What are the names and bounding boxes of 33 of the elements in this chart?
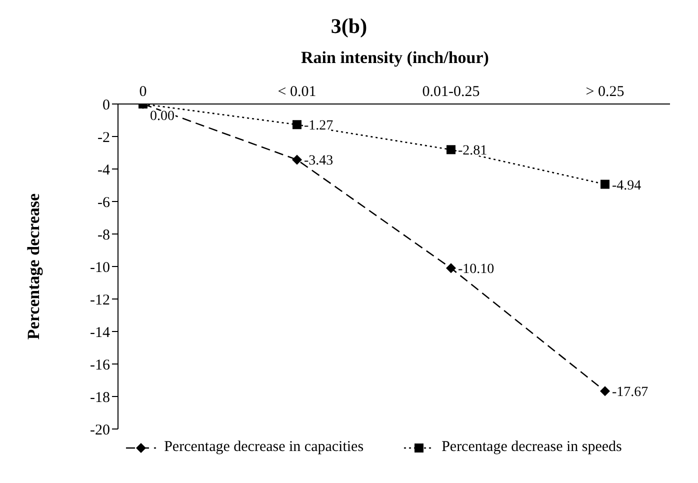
legend-label: Percentage decrease in capacities [163, 439, 364, 456]
legend-label: Percentage decrease in speeds [440, 439, 622, 456]
y-tick-label: -16 [90, 357, 110, 374]
x-tick-label: 0.01-0.25 [422, 84, 480, 100]
point [446, 145, 456, 154]
y-tick-label: -14 [90, 324, 110, 341]
data-label: -2.81 [458, 144, 488, 159]
x-tick-label: 0 [139, 84, 147, 100]
y-tick-label: 0 [102, 97, 110, 114]
y-tick-label: -20 [90, 422, 110, 438]
y-axis-title: Percentage decrease [24, 192, 44, 340]
chart-title: 3(b) [330, 13, 368, 40]
y-tick-label: -18 [90, 390, 110, 406]
y-tick-label: -4 [98, 162, 110, 178]
x-tick-label: > 0.25 [586, 84, 624, 100]
y-tick-label: -2 [98, 130, 110, 146]
y-tick-label: -10 [90, 260, 110, 276]
data-label: -3.43 [304, 154, 334, 169]
x-axis-title: Rain intensity (inch/hour) [300, 48, 490, 68]
x-tick-label: < 0.01 [278, 84, 316, 100]
y-tick-label: -12 [90, 292, 110, 308]
data-label: -1.27 [304, 118, 334, 134]
data-label: -10.10 [458, 262, 494, 278]
point [292, 120, 302, 130]
point [600, 180, 610, 189]
data-label: -17.67 [612, 385, 648, 400]
data-label: 0.00 [150, 109, 174, 124]
y-tick-label: -6 [98, 194, 110, 211]
y-tick-label: -8 [98, 227, 110, 244]
point [600, 386, 610, 396]
data-label: -4.94 [612, 178, 642, 194]
point [292, 154, 302, 165]
point [446, 263, 456, 274]
